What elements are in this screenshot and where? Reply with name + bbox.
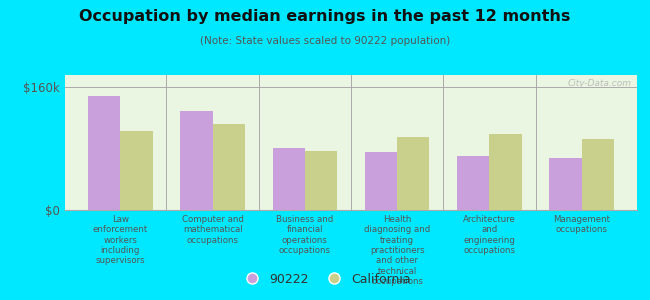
Bar (582, 139, 614, 210)
Bar (213, 124, 245, 210)
Bar (120, 131, 153, 210)
Bar (365, 152, 397, 210)
Bar (180, 111, 213, 210)
Bar (549, 158, 582, 210)
Bar (272, 148, 305, 210)
Bar (88, 96, 120, 210)
Bar (305, 151, 337, 210)
Text: (Note: State values scaled to 90222 population): (Note: State values scaled to 90222 popu… (200, 36, 450, 46)
Text: Occupation by median earnings in the past 12 months: Occupation by median earnings in the pas… (79, 9, 571, 24)
Bar (397, 137, 430, 210)
Legend: 90222, California: 90222, California (234, 268, 416, 291)
Text: City-Data.com: City-Data.com (567, 79, 631, 88)
Bar (489, 134, 522, 210)
Bar (457, 156, 489, 210)
